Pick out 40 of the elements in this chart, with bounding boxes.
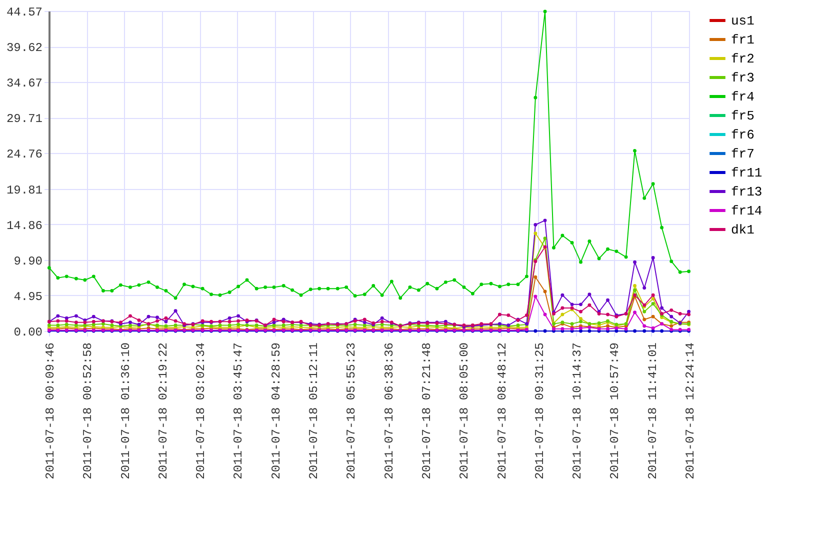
y-tick-label: 24.76 [6,148,42,162]
x-tick-label: 2011-07-18 09:31:25 [532,342,547,480]
y-tick-label: 44.57 [6,6,42,20]
y-tick-label: 39.62 [6,41,42,56]
x-tick-label: 2011-07-18 00:09:46 [44,342,58,480]
legend-label: us1 [731,14,755,28]
y-tick-label: 9.90 [14,254,42,268]
y-tick-label: 34.67 [6,76,42,91]
x-tick-label: 2011-07-18 08:48:12 [495,342,510,480]
legend-label: fr7 [731,146,754,162]
legend-label: fr3 [731,70,754,86]
legend-label: fr11 [731,166,762,180]
x-tick-label: 2011-07-18 01:36:10 [118,342,133,480]
legend-label: fr6 [731,128,754,142]
legend-label: fr2 [731,52,754,66]
legend-label: fr13 [731,184,762,200]
x-tick-label: 2011-07-18 00:52:58 [81,342,96,480]
x-tick-label: 2011-07-18 04:28:59 [269,342,284,480]
x-tick-label: 2011-07-18 11:41:01 [646,342,660,480]
x-tick-label: 2011-07-18 10:57:49 [608,342,622,480]
legend-label: fr4 [731,90,755,104]
x-tick-label: 2011-07-18 05:12:11 [307,342,322,480]
x-tick-label: 2011-07-18 12:24:14 [684,342,698,480]
x-tick-label: 2011-07-18 08:05:00 [458,342,472,480]
y-tick-label: 4.95 [14,290,42,304]
x-tick-label: 2011-07-18 06:38:36 [382,342,396,480]
y-tick-label: 19.81 [6,183,42,198]
legend-label: fr5 [731,108,754,124]
x-tick-label: 2011-07-18 03:45:47 [232,342,246,480]
y-tick-label: 14.86 [6,218,42,233]
y-tick-label: 0.00 [14,326,42,340]
legend-label: fr1 [731,32,755,48]
legend-label: dk1 [731,222,755,238]
x-tick-label: 2011-07-18 02:19:22 [156,342,170,480]
y-tick-label: 29.71 [6,112,42,126]
legend-label: fr14 [731,204,762,218]
x-tick-label: 2011-07-18 10:14:37 [570,342,585,480]
x-tick-label: 2011-07-18 03:02:34 [194,342,208,480]
x-tick-label: 2011-07-18 05:55:23 [344,342,359,480]
x-tick-label: 2011-07-18 07:21:48 [420,342,434,480]
